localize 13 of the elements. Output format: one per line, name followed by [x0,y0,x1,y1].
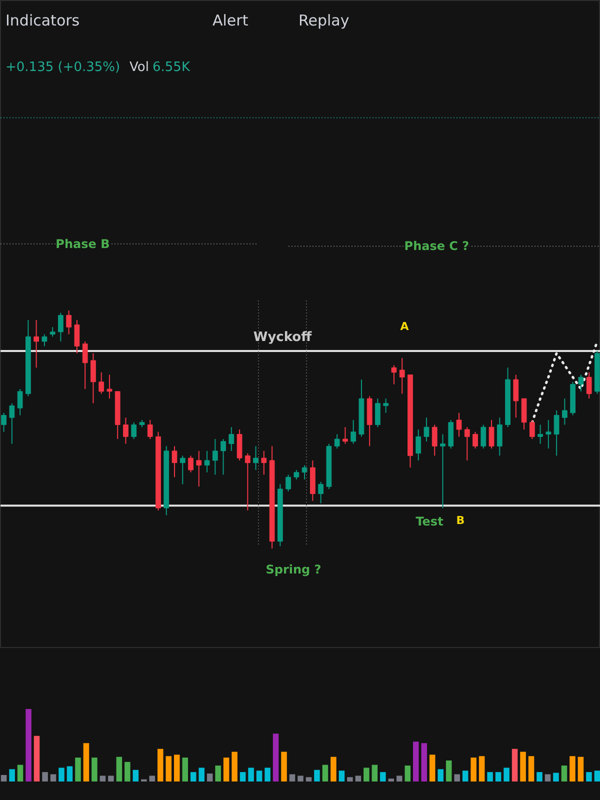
text: Indicators [6,12,80,30]
annotation: A [400,320,410,333]
annotation: Wyckoff [253,330,312,345]
ref-line-label: Phase B [56,236,110,251]
annotation: Test [416,514,444,528]
text: Spring ? [266,562,322,576]
text: Alert [212,12,248,30]
text: Replay [298,12,350,30]
text: +0.135 (+0.35%) [6,60,120,75]
ref-line-label: Phase C ? [404,239,470,254]
text: 6.55K [152,60,190,75]
text: Vol [130,60,149,75]
annotation: B [456,514,465,527]
